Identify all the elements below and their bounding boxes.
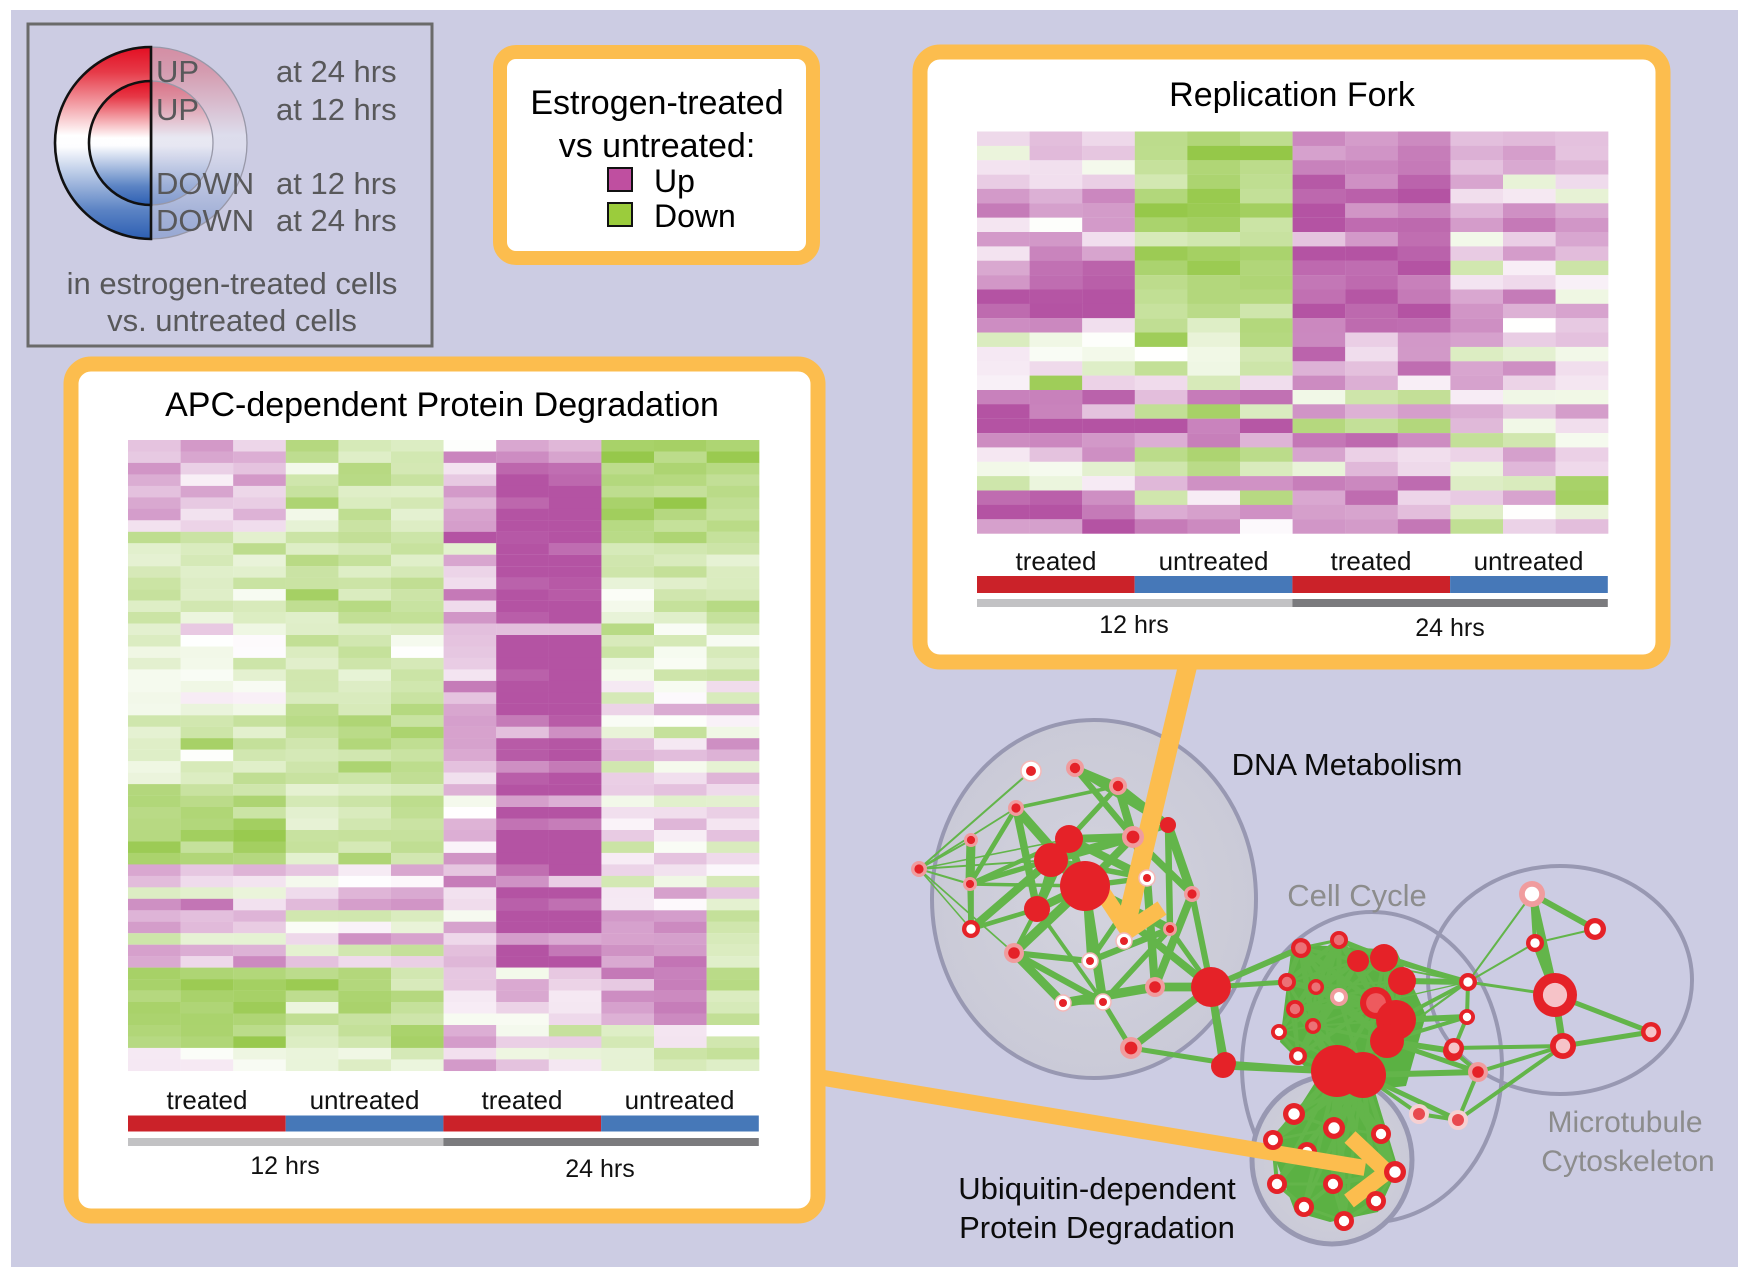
svg-text:Up: Up [654, 163, 695, 199]
svg-text:UP: UP [156, 54, 199, 89]
svg-text:untreated: untreated [1474, 546, 1584, 576]
svg-text:at 24 hrs: at 24 hrs [276, 54, 397, 89]
svg-text:in estrogen-treated cells: in estrogen-treated cells [67, 266, 398, 301]
svg-text:DOWN: DOWN [156, 203, 254, 238]
svg-text:treated: treated [482, 1085, 563, 1115]
svg-text:treated: treated [167, 1085, 248, 1115]
svg-text:treated: treated [1016, 546, 1097, 576]
svg-text:vs untreated:: vs untreated: [559, 127, 756, 165]
svg-text:Protein Degradation: Protein Degradation [959, 1210, 1235, 1245]
svg-text:Ubiquitin-dependent: Ubiquitin-dependent [958, 1171, 1236, 1206]
svg-text:Replication Fork: Replication Fork [1169, 76, 1416, 114]
svg-text:Cytoskeleton: Cytoskeleton [1541, 1145, 1714, 1178]
svg-text:UP: UP [156, 92, 199, 127]
svg-text:untreated: untreated [625, 1085, 735, 1115]
svg-text:Down: Down [654, 198, 736, 234]
svg-text:Estrogen-treated: Estrogen-treated [530, 84, 783, 122]
svg-text:treated: treated [1331, 546, 1412, 576]
svg-text:DOWN: DOWN [156, 166, 254, 201]
svg-text:at 12 hrs: at 12 hrs [276, 92, 397, 127]
svg-text:Microtubule: Microtubule [1547, 1106, 1702, 1139]
svg-text:at 24 hrs: at 24 hrs [276, 203, 397, 238]
svg-text:24 hrs: 24 hrs [565, 1155, 634, 1183]
svg-text:untreated: untreated [310, 1085, 420, 1115]
svg-text:Cell Cycle: Cell Cycle [1287, 878, 1427, 913]
svg-text:at 12 hrs: at 12 hrs [276, 166, 397, 201]
svg-text:vs. untreated cells: vs. untreated cells [107, 303, 357, 338]
svg-text:DNA Metabolism: DNA Metabolism [1232, 747, 1463, 782]
svg-text:untreated: untreated [1159, 546, 1269, 576]
svg-text:24 hrs: 24 hrs [1415, 614, 1484, 642]
svg-text:12 hrs: 12 hrs [1099, 611, 1168, 639]
svg-text:12 hrs: 12 hrs [250, 1152, 319, 1180]
svg-text:APC-dependent Protein Degradat: APC-dependent Protein Degradation [165, 386, 719, 424]
